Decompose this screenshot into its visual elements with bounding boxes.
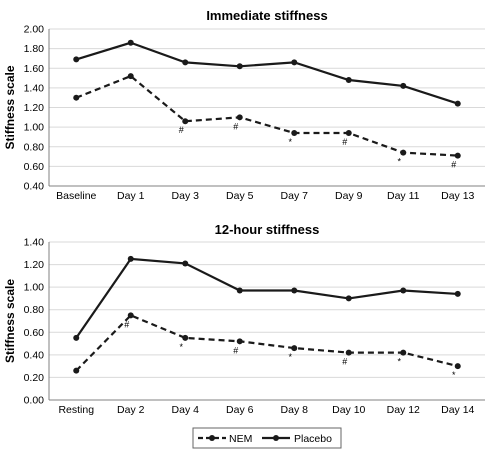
significance-marker: # <box>342 137 347 147</box>
data-point-nem <box>291 130 298 137</box>
data-point-nem <box>182 118 189 125</box>
x-tick-label: Day 10 <box>332 404 365 416</box>
data-point-placebo <box>400 82 407 89</box>
y-tick-label: 1.20 <box>24 259 45 271</box>
x-tick-label: Day 4 <box>172 404 200 416</box>
y-tick-label: 1.60 <box>24 63 45 75</box>
data-point-placebo <box>236 287 243 294</box>
chart-title: 12-hour stiffness <box>215 222 320 237</box>
x-tick-label: Resting <box>58 404 94 416</box>
data-point-placebo <box>73 334 80 341</box>
significance-marker: * <box>288 352 292 362</box>
data-point-placebo <box>345 77 352 84</box>
chart-immediate-stiffness: Immediate stiffness Stiffness scale 0.40 0.… <box>3 8 485 202</box>
data-point-nem <box>291 345 298 352</box>
data-point-nem <box>182 334 189 341</box>
x-tick-label: Day 14 <box>441 404 474 416</box>
x-tick-label: Day 5 <box>226 190 254 202</box>
data-point-placebo <box>345 295 352 302</box>
y-tick-label: 0.00 <box>24 395 45 407</box>
series-nem: # * # * # * * <box>73 312 461 380</box>
data-point-nem <box>127 73 134 80</box>
data-point-nem <box>400 149 407 156</box>
legend: NEM Placebo <box>192 427 342 449</box>
data-point-nem <box>454 363 461 370</box>
significance-marker: # <box>124 319 129 329</box>
significance-marker: # <box>342 357 347 367</box>
y-tick-label: 0.60 <box>24 327 45 339</box>
data-point-placebo <box>73 56 80 63</box>
data-point-nem <box>454 152 461 159</box>
legend-nem-marker <box>209 435 215 441</box>
data-point-placebo <box>182 260 189 267</box>
x-tick-label: Day 9 <box>335 190 363 202</box>
series-placebo <box>73 39 461 107</box>
significance-marker: * <box>397 157 401 167</box>
y-tick-label: 2.00 <box>24 24 45 36</box>
y-tick-label: 0.80 <box>24 304 45 316</box>
y-tick-label: 1.00 <box>24 122 45 134</box>
y-tick-label: 1.00 <box>24 282 45 294</box>
significance-marker: # <box>179 125 184 135</box>
data-point-nem <box>73 94 80 101</box>
x-tick-label: Day 11 <box>387 190 420 202</box>
x-tick-label: Day 2 <box>117 404 145 416</box>
y-tick-label: 0.40 <box>24 181 45 193</box>
chart-title: Immediate stiffness <box>206 8 327 23</box>
x-tick-label: Day 8 <box>281 404 309 416</box>
data-point-nem <box>73 367 80 374</box>
series-line-placebo <box>75 257 458 339</box>
x-tick-label: Day 6 <box>226 404 254 416</box>
data-point-nem <box>400 349 407 356</box>
legend-placebo-label: Placebo <box>294 433 332 445</box>
data-point-placebo <box>291 287 298 294</box>
data-point-nem <box>236 114 243 121</box>
series-nem: # # * # * # <box>73 73 461 170</box>
significance-marker: # <box>451 160 456 170</box>
significance-marker: # <box>233 345 238 355</box>
series-line-placebo <box>75 41 459 105</box>
y-tick-label: 1.80 <box>24 43 45 55</box>
chart-12-hour-stiffness: 12-hour stiffness Stiffness scale 0.00 0.20… <box>3 222 485 416</box>
y-tick-label: 1.40 <box>24 82 45 94</box>
x-tick-label: Baseline <box>56 190 96 202</box>
data-point-nem <box>236 338 243 345</box>
significance-marker: * <box>288 137 292 147</box>
x-tick-label: Day 13 <box>441 190 474 202</box>
significance-marker: # <box>233 121 238 131</box>
significance-marker: * <box>179 342 183 352</box>
x-tick-label: Day 7 <box>281 190 309 202</box>
data-point-placebo <box>127 39 134 46</box>
data-point-placebo <box>454 290 461 297</box>
series-placebo <box>73 255 461 341</box>
legend-placebo-marker <box>273 435 279 441</box>
data-point-nem <box>127 312 134 319</box>
significance-marker: * <box>452 370 456 380</box>
y-tick-label: 0.20 <box>24 372 45 384</box>
significance-marker: * <box>397 357 401 367</box>
x-tick-label: Day 3 <box>172 190 200 202</box>
y-tick-label: 0.60 <box>24 161 45 173</box>
data-point-placebo <box>400 287 407 294</box>
y-tick-label: 1.20 <box>24 102 45 114</box>
x-tick-label: Day 1 <box>117 190 145 202</box>
y-tick-label: 0.40 <box>24 349 45 361</box>
data-point-nem <box>345 349 352 356</box>
y-tick-label: 0.80 <box>24 141 45 153</box>
legend-nem-label: NEM <box>229 433 252 445</box>
data-point-placebo <box>291 59 298 66</box>
y-axis-label: Stiffness scale <box>3 279 17 363</box>
data-point-placebo <box>454 100 461 107</box>
data-point-placebo <box>236 63 243 70</box>
x-tick-label: Day 12 <box>387 404 420 416</box>
data-point-nem <box>345 130 352 137</box>
y-axis-label: Stiffness scale <box>3 65 17 149</box>
series-line-nem <box>75 74 458 157</box>
y-tick-label: 1.40 <box>24 237 45 249</box>
data-point-placebo <box>182 59 189 66</box>
data-point-placebo <box>127 255 134 262</box>
